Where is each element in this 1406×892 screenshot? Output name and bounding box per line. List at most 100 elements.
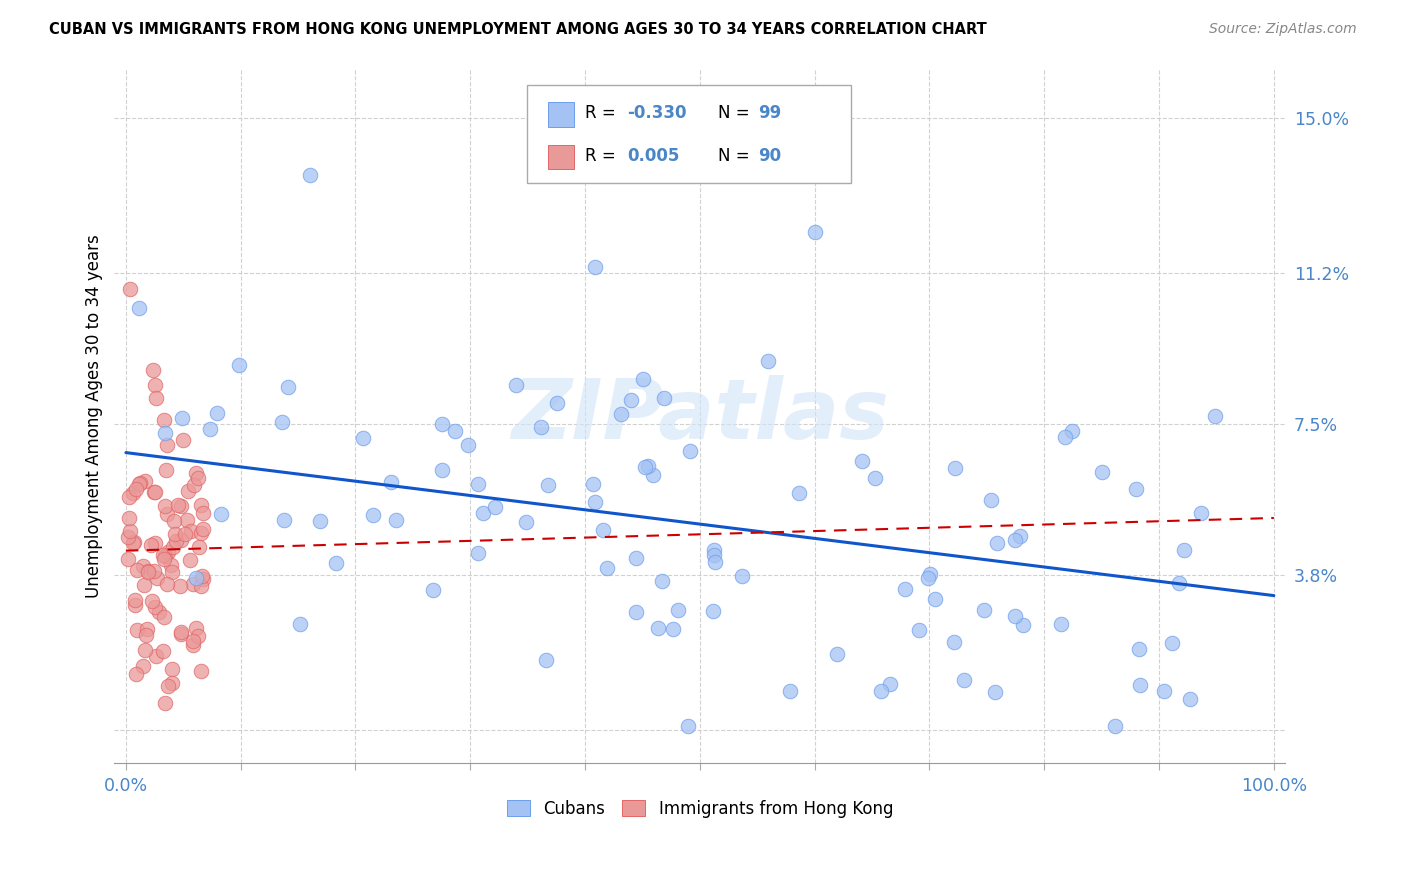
Point	[943, 461, 966, 475]
Point	[633, 372, 655, 386]
Point	[596, 560, 619, 574]
Point	[128, 476, 150, 491]
Point	[380, 475, 402, 490]
Point	[703, 548, 725, 562]
Point	[135, 628, 157, 642]
Point	[124, 598, 146, 612]
Point	[1204, 409, 1226, 423]
Point	[467, 546, 489, 560]
Point	[120, 282, 142, 296]
Point	[143, 600, 166, 615]
Point	[1128, 641, 1150, 656]
Point	[920, 566, 942, 581]
Point	[634, 460, 657, 475]
Point	[270, 415, 292, 429]
Point	[173, 526, 195, 541]
Point	[277, 380, 299, 394]
Point	[444, 424, 467, 438]
Point	[1008, 529, 1031, 543]
Point	[172, 410, 194, 425]
Point	[637, 458, 659, 473]
Point	[187, 471, 209, 485]
Point	[145, 484, 167, 499]
Point	[908, 623, 931, 637]
Point	[1012, 617, 1035, 632]
Point	[288, 617, 311, 632]
Point	[167, 498, 190, 512]
Point	[143, 564, 166, 578]
Point	[430, 417, 453, 431]
Point	[142, 485, 165, 500]
Point	[160, 675, 183, 690]
Point	[986, 536, 1008, 550]
Point	[141, 593, 163, 607]
Text: 99: 99	[758, 104, 782, 122]
Point	[825, 647, 848, 661]
Point	[152, 644, 174, 658]
Point	[546, 395, 568, 409]
Point	[973, 603, 995, 617]
Point	[183, 478, 205, 492]
Point	[467, 477, 489, 491]
Text: R =: R =	[585, 147, 621, 165]
Point	[187, 628, 209, 642]
Point	[1129, 678, 1152, 692]
Point	[142, 363, 165, 377]
Text: N =: N =	[718, 147, 755, 165]
Point	[180, 524, 202, 538]
Point	[787, 486, 810, 500]
Point	[153, 697, 176, 711]
Point	[141, 538, 163, 552]
Point	[422, 583, 444, 598]
Point	[1167, 576, 1189, 591]
Point	[1153, 684, 1175, 698]
Point	[163, 514, 186, 528]
Point	[943, 635, 966, 649]
Point	[863, 471, 886, 485]
Point	[163, 527, 186, 541]
Point	[624, 550, 647, 565]
Point	[134, 474, 156, 488]
Point	[183, 638, 205, 652]
Point	[583, 260, 606, 274]
Point	[273, 513, 295, 527]
Point	[160, 558, 183, 572]
Point	[153, 425, 176, 440]
Point	[125, 667, 148, 681]
Text: CUBAN VS IMMIGRANTS FROM HONG KONG UNEMPLOYMENT AMONG AGES 30 TO 34 YEARS CORREL: CUBAN VS IMMIGRANTS FROM HONG KONG UNEMP…	[49, 22, 987, 37]
Point	[135, 622, 157, 636]
Point	[156, 507, 179, 521]
Point	[122, 534, 145, 549]
Point	[537, 478, 560, 492]
Point	[980, 492, 1002, 507]
Point	[1053, 430, 1076, 444]
Point	[298, 168, 321, 182]
Point	[132, 558, 155, 573]
Point	[803, 225, 825, 239]
Point	[205, 406, 228, 420]
Point	[190, 525, 212, 540]
Point	[162, 540, 184, 554]
Point	[893, 582, 915, 596]
Point	[183, 577, 205, 591]
Point	[118, 491, 141, 505]
Point	[325, 556, 347, 570]
Point	[626, 605, 648, 619]
Point	[530, 419, 553, 434]
Point	[484, 500, 506, 514]
Point	[430, 463, 453, 477]
Point	[583, 495, 606, 509]
Point	[120, 524, 142, 538]
Point	[179, 553, 201, 567]
Point	[851, 454, 873, 468]
Point	[1125, 482, 1147, 496]
Point	[652, 391, 675, 405]
Point	[1161, 636, 1184, 650]
Point	[984, 685, 1007, 699]
Text: 0.005: 0.005	[627, 147, 679, 165]
Point	[153, 412, 176, 426]
Point	[758, 354, 780, 368]
Point	[165, 534, 187, 549]
Point	[117, 530, 139, 544]
Point	[124, 592, 146, 607]
